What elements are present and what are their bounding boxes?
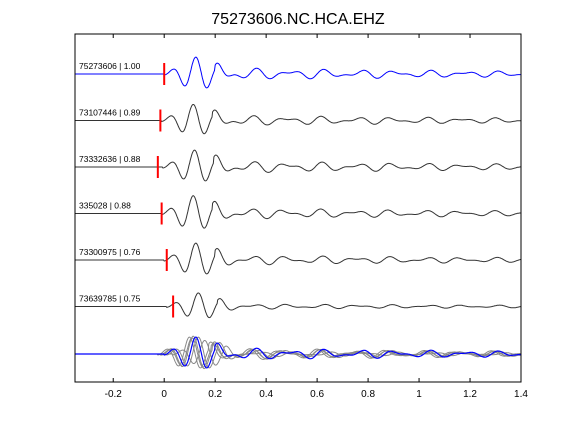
- trace-label: 73639785 | 0.75: [79, 294, 141, 304]
- x-tick-label: 0.2: [208, 389, 222, 400]
- pick-markers-group: [156, 63, 175, 318]
- chart-title: 75273606.NC.HCA.EHZ: [211, 11, 385, 28]
- x-axis: -0.2 0 0.2 0.4 0.6 0.8 1 1.2 1.4: [105, 34, 528, 400]
- x-tick-label: 1: [416, 389, 422, 400]
- trace-label: 73332636 | 0.88: [79, 154, 141, 164]
- stack-trace-line: [75, 335, 521, 370]
- x-tick-label: 0.4: [259, 389, 273, 400]
- traces-group: [75, 56, 522, 370]
- trace-line: [75, 104, 521, 135]
- x-tick-label: -0.2: [105, 389, 123, 400]
- axes-frame: [74, 33, 522, 383]
- trace-label: 335028 | 0.88: [79, 201, 131, 211]
- trace-label: 75273606 | 1.00: [79, 61, 141, 71]
- x-tick-label: 0.6: [310, 389, 324, 400]
- x-tick-label: 1.2: [463, 389, 477, 400]
- trace-line: [75, 242, 522, 275]
- x-tick-label: 0: [161, 389, 167, 400]
- trace-line: [75, 149, 521, 182]
- trace-labels-group: 75273606 | 1.00 73107446 | 0.89 73332636 |…: [79, 61, 141, 304]
- trace-line: [75, 292, 522, 319]
- trace-line: [75, 56, 521, 89]
- trace-label: 73300975 | 0.76: [79, 247, 141, 257]
- trace-line: [75, 195, 521, 229]
- stack-trace-line: [75, 336, 521, 369]
- trace-label: 73107446 | 0.89: [79, 108, 141, 118]
- x-tick-label: 0.8: [361, 389, 375, 400]
- x-tick-label: 1.4: [514, 389, 528, 400]
